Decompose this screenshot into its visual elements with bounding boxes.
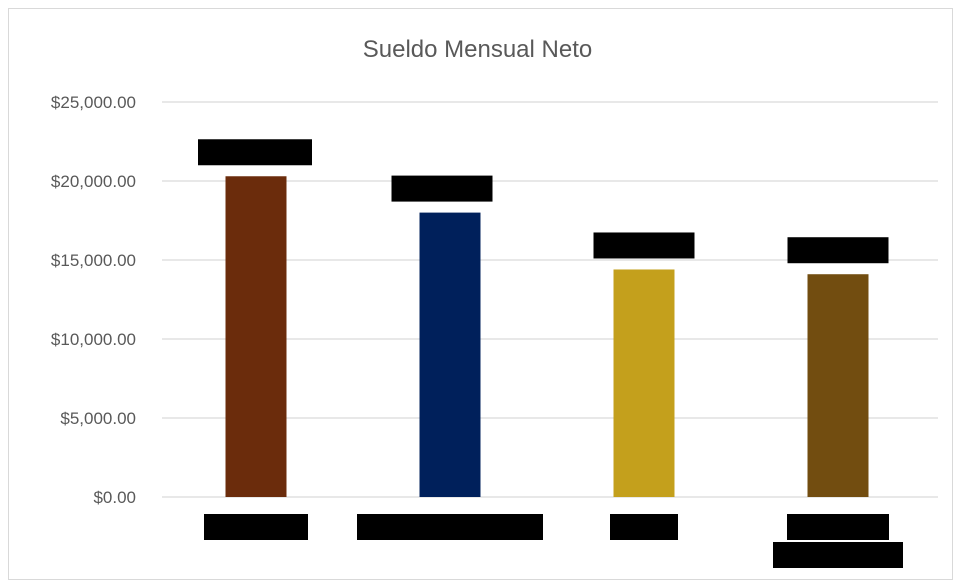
redacted-category-label: [610, 514, 678, 540]
redacted-value-label: [787, 237, 889, 264]
bars: [225, 176, 869, 497]
bar: [419, 212, 481, 497]
redacted-category-label: [204, 514, 308, 540]
bar: [225, 176, 287, 497]
y-tick-label: $5,000.00: [60, 409, 136, 428]
redacted-category-label: [787, 514, 889, 540]
y-axis-ticks: $0.00 $5,000.00 $10,000.00 $15,000.00 $20,00…: [51, 93, 136, 507]
redacted-category-label: [357, 514, 543, 540]
chart-title: Sueldo Mensual Neto: [362, 36, 593, 63]
y-tick-label: $10,000.00: [51, 330, 136, 349]
y-tick-label: $20,000.00: [51, 172, 136, 191]
y-tick-label: $25,000.00: [51, 93, 136, 112]
chart-frame: [8, 8, 953, 580]
redacted-labels: [198, 139, 903, 568]
bar: [807, 274, 869, 497]
y-tick-label: $15,000.00: [51, 251, 136, 270]
bar: [613, 269, 675, 497]
redacted-value-label: [391, 175, 493, 202]
redacted-value-label: [593, 232, 695, 259]
y-tick-label: $0.00: [93, 488, 136, 507]
redacted-value-label: [198, 139, 312, 166]
redacted-category-label-line2: [773, 542, 903, 568]
